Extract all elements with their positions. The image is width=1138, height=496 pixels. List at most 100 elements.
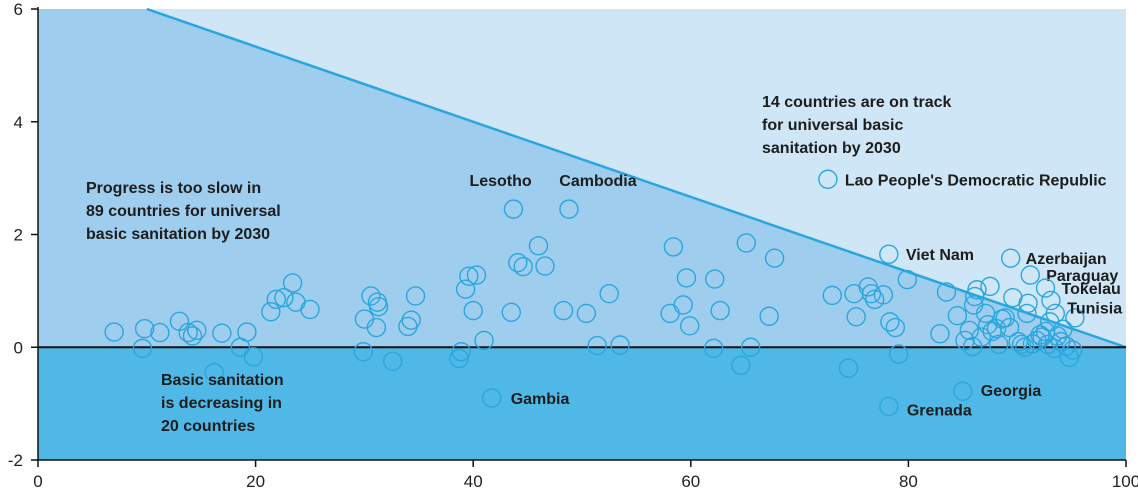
data-point	[930, 324, 950, 344]
data-point	[980, 276, 1000, 297]
data-point	[999, 317, 1020, 338]
x-tick-label: 60	[681, 472, 700, 491]
y-tick-label: -2	[8, 451, 23, 470]
country-label: Tunisia	[1067, 300, 1122, 317]
country-label: Azerbaijan	[1026, 251, 1107, 268]
on-track-region	[38, 9, 1126, 348]
data-point	[740, 337, 761, 357]
data-point	[710, 300, 730, 321]
labeled-data-point	[1045, 303, 1065, 324]
too-slow-region	[38, 9, 1126, 348]
data-point	[243, 347, 264, 367]
country-label: Viet Nam	[906, 247, 974, 264]
data-point	[1056, 336, 1076, 356]
labeled-data-point	[1020, 265, 1040, 285]
y-tick-label: 0	[14, 338, 23, 357]
country-label: Tokelau	[1061, 281, 1120, 298]
data-point	[466, 265, 487, 285]
data-point	[282, 273, 303, 293]
labeled-data-point	[879, 396, 899, 417]
data-point	[528, 236, 549, 256]
y-tick-label: 2	[14, 226, 23, 245]
data-points	[104, 233, 1085, 383]
data-point	[764, 248, 785, 268]
data-point	[1017, 303, 1037, 324]
country-label: Lao People's Democratic Republic	[845, 172, 1107, 189]
data-point	[873, 285, 894, 305]
data-point	[680, 316, 700, 336]
data-point	[576, 303, 597, 324]
data-point	[237, 322, 257, 342]
data-point	[880, 312, 900, 332]
country-label: Lesotho	[469, 173, 531, 190]
axis-ticks: 0 20 40 60 80 100 -2 0 2 4 6	[8, 0, 1138, 491]
data-point	[134, 318, 155, 339]
labeled-data-point	[1035, 278, 1056, 298]
data-point	[995, 308, 1015, 328]
data-point	[463, 300, 483, 321]
x-tick-label: 20	[246, 472, 265, 491]
data-point	[959, 320, 980, 341]
data-point	[599, 283, 619, 304]
x-tick-label: 80	[899, 472, 918, 491]
labeled-points: Lesotho Cambodia Lao People's Democratic R…	[469, 169, 1122, 419]
country-label: Georgia	[981, 383, 1042, 400]
data-point	[610, 335, 630, 355]
data-point	[508, 252, 528, 273]
data-point	[104, 322, 124, 342]
data-point	[459, 266, 479, 286]
data-point	[187, 320, 207, 341]
data-point	[587, 335, 607, 356]
data-point	[705, 269, 725, 289]
data-point	[1032, 327, 1052, 347]
data-point	[861, 283, 882, 304]
data-point	[663, 237, 684, 257]
data-point	[353, 342, 374, 362]
data-point	[1065, 308, 1085, 328]
data-point	[1041, 290, 1061, 311]
labeled-data-point	[503, 199, 524, 219]
data-point	[759, 306, 779, 326]
data-point	[474, 330, 494, 351]
data-point	[182, 326, 203, 346]
data-point	[451, 342, 471, 362]
data-point	[361, 286, 381, 306]
data-point	[382, 351, 403, 372]
data-point	[673, 295, 693, 315]
data-point	[455, 279, 476, 299]
x-tick-label: 40	[464, 472, 483, 491]
data-point	[405, 286, 426, 306]
data-point	[731, 355, 751, 375]
data-point	[300, 299, 320, 320]
country-label: Paraguay	[1046, 268, 1118, 285]
decreasing-annotation: Basic sanitation is decreasing in 20 cou…	[161, 372, 288, 435]
data-point	[368, 296, 389, 317]
labeled-data-point	[879, 244, 899, 264]
data-point	[947, 305, 968, 326]
labeled-data-point	[481, 388, 502, 408]
data-point	[261, 302, 281, 322]
data-point	[838, 358, 859, 378]
data-point	[676, 268, 697, 288]
labeled-data-point	[1000, 248, 1021, 268]
labeled-data-point	[953, 381, 973, 401]
on-track-annotation: 14 countries are on track for universal …	[762, 94, 956, 157]
data-point	[501, 302, 521, 322]
x-tick-label: 100	[1112, 472, 1138, 491]
labeled-data-point	[559, 199, 579, 219]
on-track-threshold-line	[146, 7, 1127, 349]
labeled-data-point	[818, 169, 838, 189]
data-point	[703, 338, 724, 359]
data-point	[274, 287, 294, 308]
country-label: Cambodia	[559, 173, 636, 190]
data-point	[978, 315, 998, 335]
y-tick-label: 4	[14, 113, 23, 132]
country-label: Gambia	[511, 391, 570, 408]
data-point	[967, 280, 987, 300]
x-tick-label: 0	[33, 472, 42, 491]
data-point	[888, 344, 909, 364]
too-slow-annotation: Progress is too slow in 89 countries for…	[86, 180, 285, 243]
data-point	[989, 334, 1009, 355]
data-point	[150, 322, 170, 343]
